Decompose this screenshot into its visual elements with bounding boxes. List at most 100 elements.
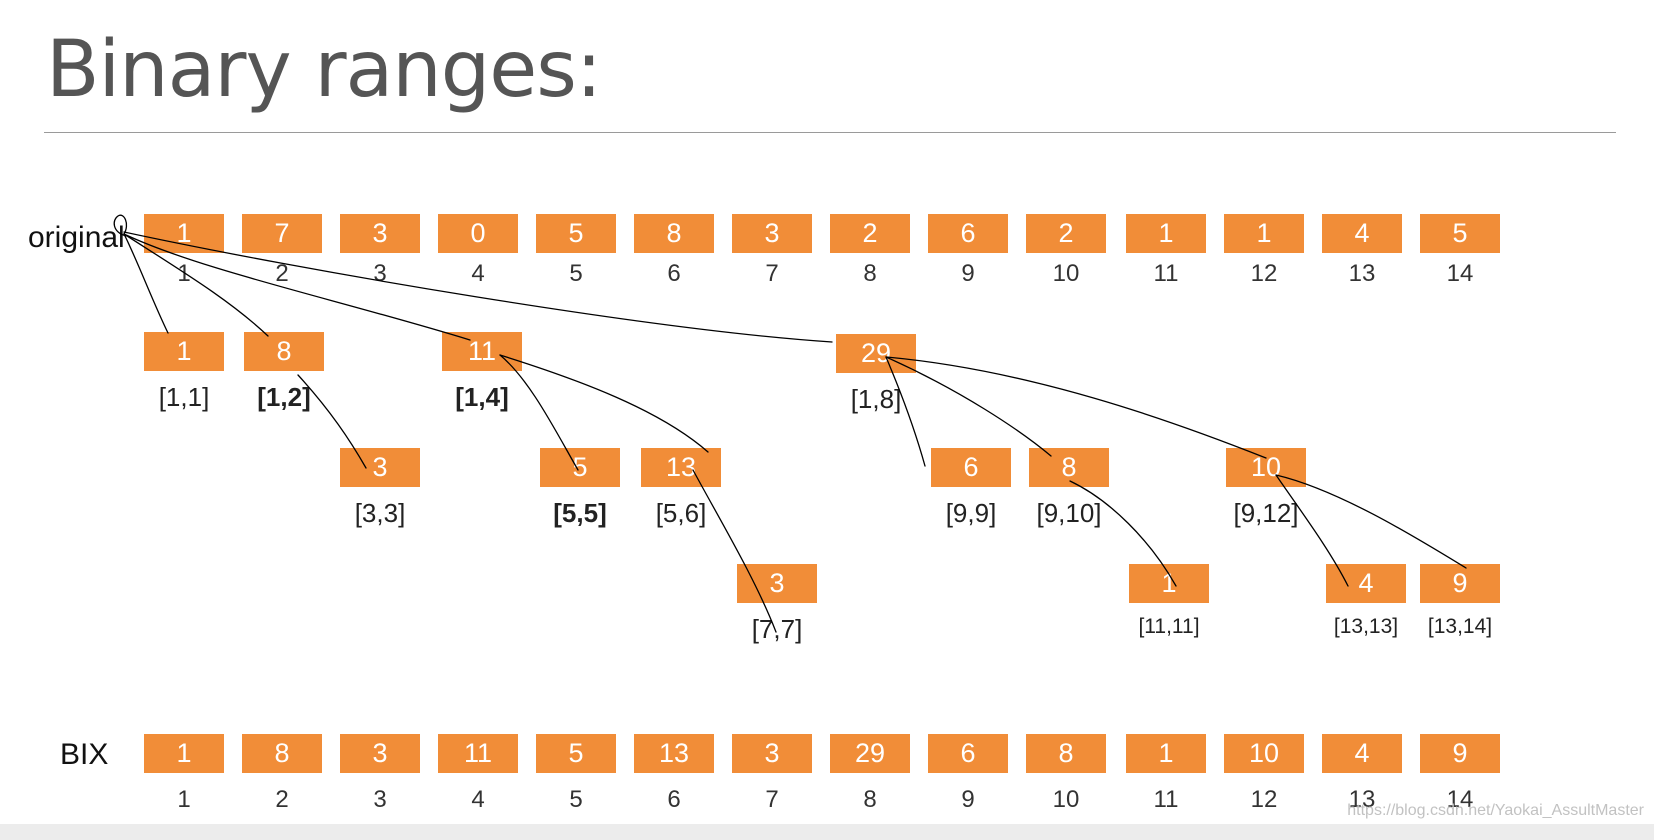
stroke-1-8-to-9-12: [885, 356, 1267, 459]
tree-node-cell: 3: [340, 448, 420, 487]
stroke-to-1-8: [123, 231, 833, 343]
original-cell: 7: [242, 214, 322, 253]
bix-index: 3: [373, 786, 387, 813]
tree-node-range: [5,6]: [655, 498, 707, 528]
tree-node-cell: 8: [244, 332, 324, 371]
original-index: 14: [1446, 260, 1474, 287]
original-cell: 3: [732, 214, 812, 253]
tree-node-range: [3,3]: [354, 498, 406, 528]
stroke-to-1-2: [123, 233, 269, 337]
original-cell: 1: [1224, 214, 1304, 253]
tree-node-range: [5,5]: [553, 498, 607, 528]
tree-node-cell: 1: [144, 332, 224, 371]
bix-index: 5: [569, 786, 583, 813]
original-index: 4: [471, 260, 485, 287]
bix-cell: 9: [1420, 734, 1500, 773]
bix-cell: 29: [830, 734, 910, 773]
stroke-1-4-to-5-5: [499, 354, 579, 471]
bix-cell: 6: [928, 734, 1008, 773]
original-index: 5: [569, 260, 583, 287]
stroke-1-8-to-9-9: [885, 356, 926, 467]
original-index: 6: [667, 260, 681, 287]
original-cell: 1: [1126, 214, 1206, 253]
tree-node-cell: 6: [931, 448, 1011, 487]
bix-cell: 11: [438, 734, 518, 773]
tree-node-range: [9,9]: [945, 498, 997, 528]
tree-node-range: [9,10]: [1036, 498, 1102, 528]
stroke-9-10-to-11-11: [1069, 480, 1177, 587]
bix-cell: 13: [634, 734, 714, 773]
tree-node-range: [7,7]: [751, 614, 803, 644]
original-cell: 6: [928, 214, 1008, 253]
original-cell: 5: [536, 214, 616, 253]
original-cell: 0: [438, 214, 518, 253]
stroke-original-loop: [113, 214, 128, 237]
tree-node-cell: 8: [1029, 448, 1109, 487]
bix-cell: 1: [1126, 734, 1206, 773]
original-index: 10: [1052, 260, 1080, 287]
bix-cell: 1: [144, 734, 224, 773]
bix-index: 10: [1052, 786, 1080, 813]
original-index: 11: [1153, 260, 1179, 287]
bix-index: 13: [1348, 786, 1376, 813]
bix-index: 4: [471, 786, 485, 813]
original-index: 8: [863, 260, 877, 287]
footer-bar: [0, 824, 1654, 840]
stroke-1-2-to-3-3: [297, 374, 367, 469]
bix-index: 11: [1153, 786, 1179, 813]
tree-node-cell: 13: [641, 448, 721, 487]
original-cell: 4: [1322, 214, 1402, 253]
bix-cell: 4: [1322, 734, 1402, 773]
tree-node-cell: 10: [1226, 448, 1306, 487]
original-cell: 5: [1420, 214, 1500, 253]
original-cell: 2: [830, 214, 910, 253]
tree-node-cell: 9: [1420, 564, 1500, 603]
bix-index: 7: [765, 786, 779, 813]
tree-node-cell: 1: [1129, 564, 1209, 603]
original-index: 1: [177, 260, 191, 287]
bix-cell: 3: [732, 734, 812, 773]
bix-row-label: BIX: [60, 738, 109, 771]
tree-node-range: [1,8]: [850, 384, 902, 414]
original-cell: 3: [340, 214, 420, 253]
stroke-9-12-to-13-14: [1275, 474, 1467, 569]
tree-node-cell: 29: [836, 334, 916, 373]
stroke-5-6-to-7-7: [692, 469, 777, 633]
stroke-to-1-1: [123, 233, 169, 334]
tree-node-cell: 11: [442, 332, 522, 371]
slide-title: Binary ranges:: [46, 25, 602, 115]
tree-node-range: [1,2]: [257, 382, 311, 412]
original-index: 2: [275, 260, 289, 287]
bix-index: 8: [863, 786, 877, 813]
bix-index: 9: [961, 786, 975, 813]
original-cell: 1: [144, 214, 224, 253]
stroke-9-12-to-13-13: [1275, 474, 1349, 587]
original-row-label: original: [28, 221, 125, 254]
original-index: 9: [961, 260, 975, 287]
original-index: 12: [1250, 260, 1278, 287]
bix-index: 2: [275, 786, 289, 813]
stroke-to-1-4: [123, 233, 471, 341]
original-cell: 8: [634, 214, 714, 253]
title-divider: [44, 132, 1616, 133]
tree-node-range: [1,1]: [158, 382, 210, 412]
tree-node-range: [9,12]: [1233, 498, 1299, 528]
tree-node-cell: 4: [1326, 564, 1406, 603]
bix-cell: 3: [340, 734, 420, 773]
stroke-1-8-to-9-10: [885, 356, 1052, 457]
bix-cell: 5: [536, 734, 616, 773]
bix-cell: 10: [1224, 734, 1304, 773]
bix-cell: 8: [242, 734, 322, 773]
original-index: 13: [1348, 260, 1376, 287]
watermark-url: https://blog.csdn.net/Yaokai_AssultMaste…: [1347, 802, 1644, 819]
tree-node-range: [1,4]: [455, 382, 509, 412]
bix-index: 6: [667, 786, 681, 813]
tree-node-cell: 3: [737, 564, 817, 603]
bix-index: 1: [177, 786, 191, 813]
bix-index: 12: [1250, 786, 1278, 813]
original-index: 7: [765, 260, 779, 287]
tree-node-cell: 5: [540, 448, 620, 487]
tree-node-range: [13,13]: [1333, 615, 1399, 638]
